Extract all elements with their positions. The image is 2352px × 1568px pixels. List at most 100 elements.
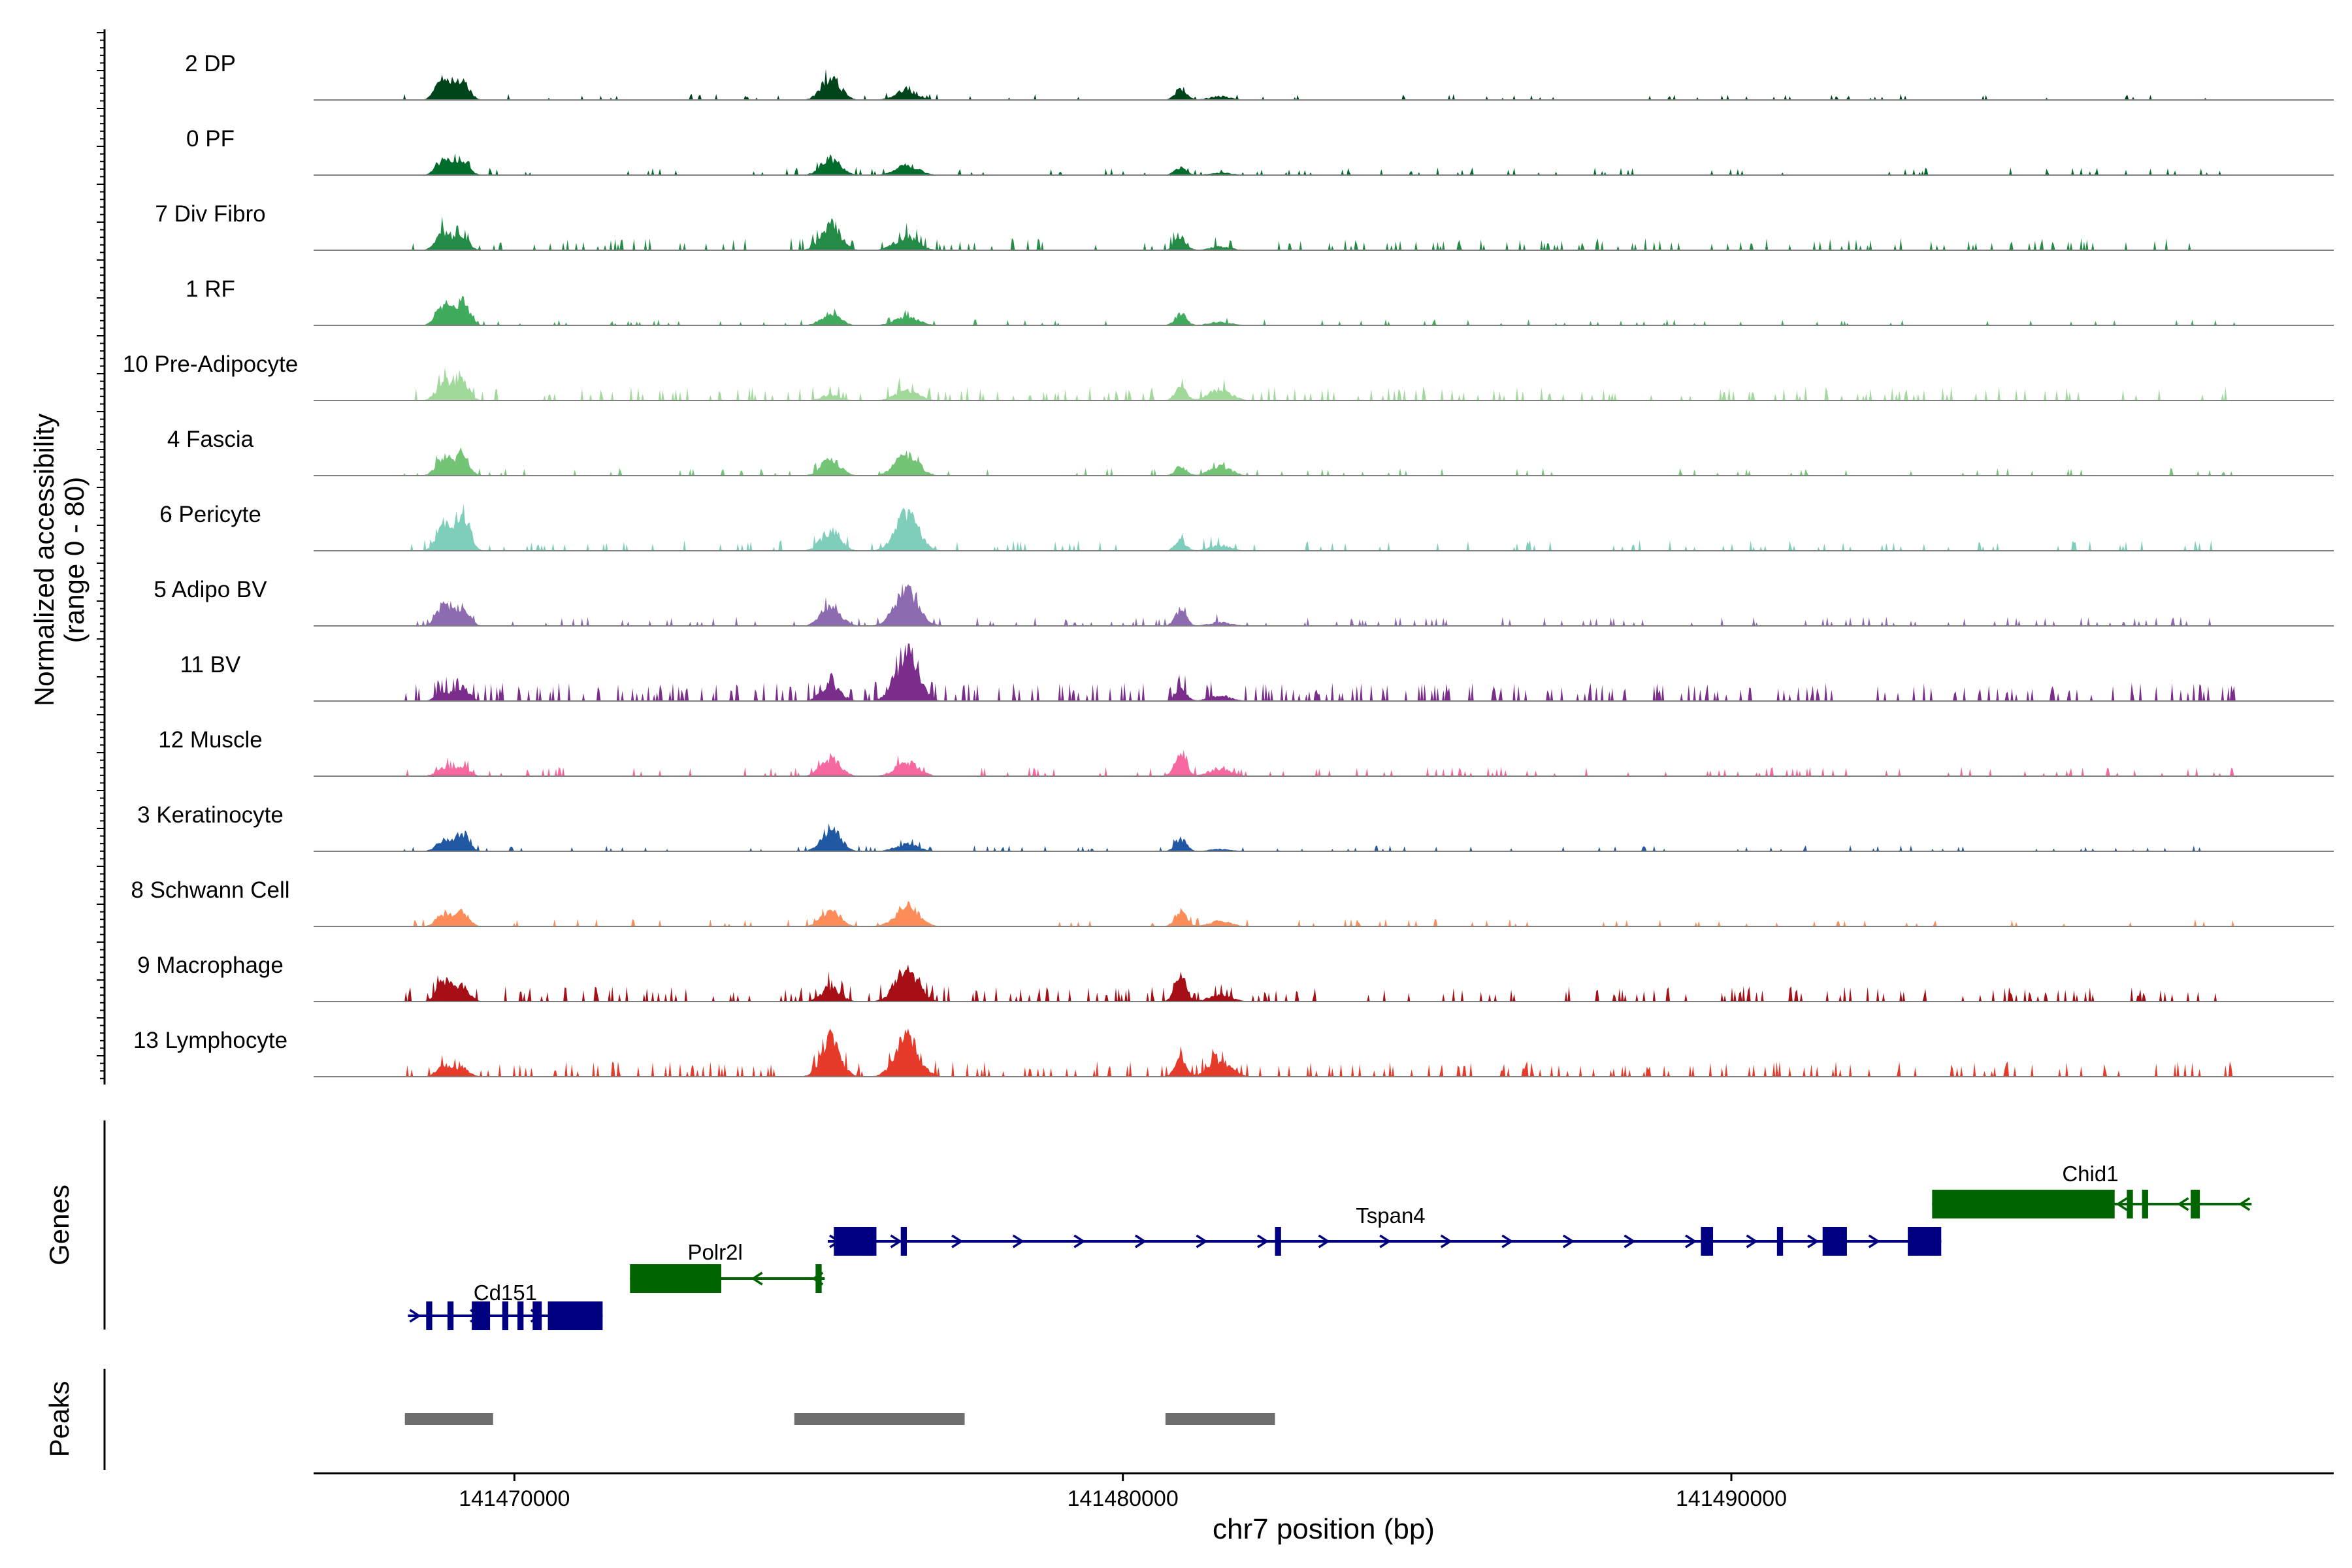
gene-model: Tspan4 bbox=[827, 1203, 1942, 1256]
coverage-area bbox=[314, 964, 2334, 1002]
genes-panel-label: Genes bbox=[44, 1184, 74, 1266]
strand-arrow bbox=[1134, 1234, 1147, 1249]
strand-arrow bbox=[1318, 1234, 1330, 1249]
gene-exon bbox=[447, 1301, 454, 1330]
x-axis-ticks: 141470000 141480000 141490000 bbox=[459, 1473, 1787, 1511]
strand-arrow bbox=[1746, 1234, 1758, 1249]
coverage-track: 11 BV bbox=[180, 644, 2334, 702]
gene-exon bbox=[1908, 1227, 1942, 1256]
x-axis-title: chr7 position (bp) bbox=[1213, 1513, 1435, 1545]
gene-exon bbox=[2127, 1190, 2133, 1218]
strand-arrow bbox=[751, 1271, 763, 1286]
coverage-area bbox=[314, 504, 2334, 551]
coverage-track: 6 Pericyte bbox=[159, 502, 2334, 551]
strand-arrow bbox=[1562, 1234, 1575, 1249]
strand-arrow bbox=[1501, 1234, 1514, 1249]
gene-exon bbox=[834, 1227, 877, 1256]
track-label: 10 Pre-Adipocyte bbox=[123, 351, 298, 377]
strand-arrow bbox=[1807, 1234, 1820, 1249]
gene-exon bbox=[630, 1264, 721, 1293]
strand-arrow bbox=[1012, 1234, 1024, 1249]
coverage-area bbox=[314, 1028, 2334, 1077]
gene-label: Cd151 bbox=[474, 1281, 537, 1305]
gene-exon bbox=[815, 1264, 822, 1293]
coverage-y-axis-ticks bbox=[97, 32, 105, 1079]
strand-arrow bbox=[890, 1234, 902, 1249]
gene-model: Polr2l bbox=[630, 1240, 825, 1293]
coverage-track: 0 PF bbox=[186, 126, 2334, 176]
coverage-track: 4 Fascia bbox=[167, 427, 2334, 476]
peaks-panel-label: Peaks bbox=[44, 1381, 74, 1458]
x-tick-label: 141470000 bbox=[459, 1486, 570, 1511]
strand-arrow bbox=[1868, 1234, 1880, 1249]
x-tick-label: 141490000 bbox=[1676, 1486, 1787, 1511]
coverage-track: 8 Schwann Cell bbox=[131, 877, 2334, 927]
peak-region bbox=[794, 1413, 965, 1425]
coverage-area bbox=[314, 749, 2334, 776]
track-label: 11 BV bbox=[180, 652, 241, 678]
track-label: 13 Lymphocyte bbox=[133, 1028, 287, 1053]
gene-exon bbox=[900, 1227, 907, 1256]
coverage-track: 9 Macrophage bbox=[137, 953, 2334, 1002]
strand-arrow bbox=[951, 1234, 964, 1249]
y-axis-title-line1: Normalized accessibility bbox=[29, 414, 59, 706]
coverage-track: 1 RF bbox=[186, 276, 2334, 326]
track-label: 4 Fascia bbox=[167, 427, 254, 452]
gene-model: Cd151 bbox=[408, 1281, 603, 1330]
gene-exon bbox=[2191, 1190, 2200, 1218]
coverage-track: 2 DP bbox=[185, 51, 2334, 101]
gene-label: Tspan4 bbox=[1356, 1203, 1425, 1228]
gene-exon bbox=[1932, 1190, 2115, 1218]
gene-exon bbox=[532, 1301, 542, 1330]
coverage-area bbox=[314, 69, 2334, 100]
gene-model: Chid1 bbox=[1932, 1162, 2252, 1218]
track-label: 12 Muscle bbox=[158, 727, 263, 753]
gene-annotation-track: Cd151 Polr2l Tspan4 Chid1 bbox=[408, 1162, 2252, 1330]
strand-arrow bbox=[1624, 1234, 1636, 1249]
track-label: 2 DP bbox=[185, 51, 236, 76]
gene-exon bbox=[2142, 1190, 2148, 1218]
coverage-track: 5 Adipo BV bbox=[154, 577, 2334, 627]
coverage-area bbox=[314, 447, 2334, 476]
track-label: 8 Schwann Cell bbox=[131, 877, 289, 903]
gene-label: Chid1 bbox=[2062, 1162, 2118, 1186]
coverage-track: 7 Div Fibro bbox=[155, 201, 2334, 251]
track-label: 6 Pericyte bbox=[159, 502, 261, 527]
gene-exon bbox=[502, 1301, 509, 1330]
gene-label: Polr2l bbox=[687, 1240, 742, 1264]
gene-exon bbox=[547, 1301, 603, 1330]
x-tick-label: 141480000 bbox=[1068, 1486, 1179, 1511]
coverage-area bbox=[314, 644, 2334, 701]
gene-exon bbox=[1822, 1227, 1847, 1256]
strand-arrow bbox=[2115, 1197, 2128, 1211]
strand-arrow bbox=[1196, 1234, 1208, 1249]
coverage-tracks: 2 DP 0 PF 7 Div Fibro 1 RF 10 Pre-Adipocyte 4… bbox=[123, 51, 2334, 1077]
coverage-area bbox=[314, 583, 2334, 626]
coverage-track: 12 Muscle bbox=[158, 727, 2334, 777]
strand-arrow bbox=[2238, 1197, 2251, 1211]
coverage-track: 10 Pre-Adipocyte bbox=[123, 351, 2334, 401]
gene-exon bbox=[1701, 1227, 1714, 1256]
strand-arrow bbox=[1440, 1234, 1452, 1249]
peak-region bbox=[404, 1413, 493, 1425]
gene-exon bbox=[517, 1301, 524, 1330]
track-label: 3 Keratinocyte bbox=[137, 802, 284, 828]
track-label: 7 Div Fibro bbox=[155, 201, 265, 227]
track-label: 5 Adipo BV bbox=[154, 577, 267, 602]
strand-arrow bbox=[1379, 1234, 1392, 1249]
strand-arrow bbox=[1257, 1234, 1269, 1249]
peak-track bbox=[404, 1413, 1275, 1425]
coverage-area bbox=[314, 901, 2334, 926]
gene-exon bbox=[1275, 1227, 1281, 1256]
strand-arrow bbox=[409, 1309, 421, 1323]
strand-arrow bbox=[2177, 1197, 2189, 1211]
y-axis-title-line2: (range 0 - 80) bbox=[59, 477, 90, 643]
coverage-area bbox=[314, 367, 2334, 400]
coverage-area bbox=[314, 823, 2334, 851]
coverage-area bbox=[314, 216, 2334, 250]
strand-arrow bbox=[1685, 1234, 1697, 1249]
coverage-area bbox=[314, 295, 2334, 325]
gene-exon bbox=[1776, 1227, 1784, 1256]
track-label: 0 PF bbox=[186, 126, 235, 152]
